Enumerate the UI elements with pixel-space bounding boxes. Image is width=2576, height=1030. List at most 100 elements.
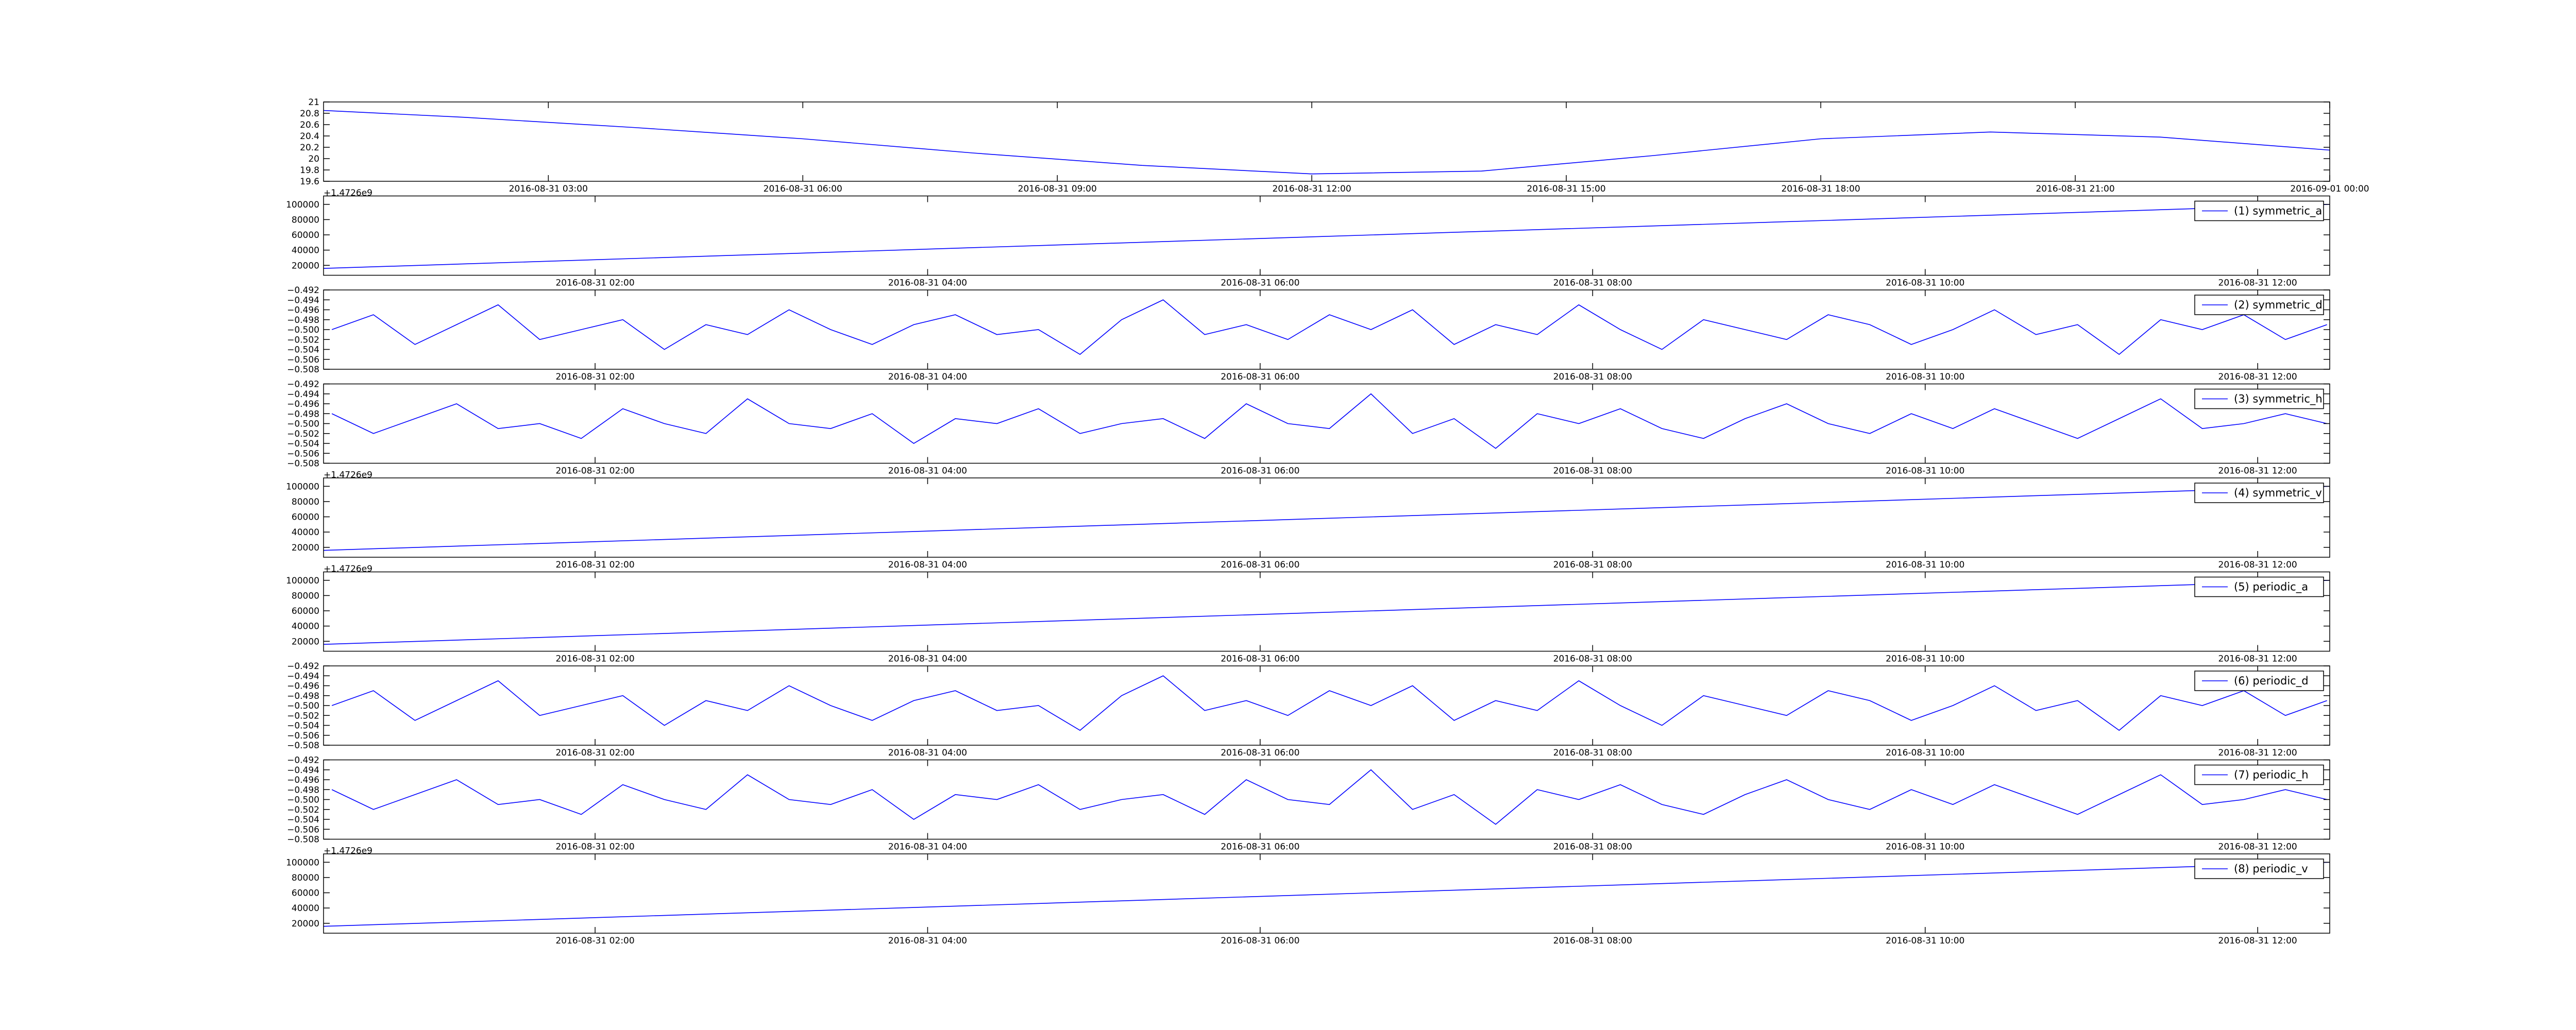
axes-frame xyxy=(323,289,2330,370)
x-tick-label: 2016-08-31 12:00 xyxy=(2218,278,2297,288)
offset-text: +1.4726e9 xyxy=(324,188,372,198)
y-tick-label: 40000 xyxy=(292,527,319,538)
legend: (2) symmetric_d xyxy=(2194,295,2324,315)
legend-label: (7) periodic_h xyxy=(2234,769,2309,782)
x-tick-label: 2016-08-31 02:00 xyxy=(555,748,634,758)
x-tick-label: 2016-08-31 12:00 xyxy=(1273,184,1351,194)
y-tick-label: −0.508 xyxy=(287,459,319,469)
x-tick-label: 2016-08-31 18:00 xyxy=(1781,184,1860,194)
y-tick-label: 20000 xyxy=(292,919,319,929)
y-tick-label: 40000 xyxy=(292,622,319,632)
offset-text: +1.4726e9 xyxy=(324,564,372,574)
offset-text: +1.4726e9 xyxy=(324,846,372,856)
x-tick-label: 2016-08-31 08:00 xyxy=(1553,842,1632,852)
y-tick-label: 100000 xyxy=(286,482,319,492)
y-tick-label: −0.504 xyxy=(287,815,319,825)
series-line xyxy=(323,110,2330,175)
y-tick-label: −0.498 xyxy=(287,785,319,795)
x-tick-label: 2016-08-31 12:00 xyxy=(2218,748,2297,758)
y-tick-label: −0.496 xyxy=(287,681,319,692)
series-line xyxy=(331,675,2327,731)
x-tick-label: 2016-08-31 06:00 xyxy=(764,184,842,194)
y-tick-label: 20000 xyxy=(292,637,319,647)
x-tick-label: 2016-08-31 02:00 xyxy=(555,842,634,852)
series-line xyxy=(323,579,2330,645)
x-tick-label: 2016-08-31 06:00 xyxy=(1221,560,1299,570)
legend: (8) periodic_v xyxy=(2194,859,2324,879)
y-tick-label: −0.494 xyxy=(287,671,319,681)
series-line xyxy=(323,862,2330,927)
x-tick-label: 2016-08-31 06:00 xyxy=(1221,748,1299,758)
x-tick-label: 2016-08-31 12:00 xyxy=(2218,654,2297,664)
legend: (3) symmetric_h xyxy=(2194,388,2324,409)
x-tick-label: 2016-08-31 06:00 xyxy=(1221,466,1299,476)
x-tick-label: 2016-08-31 08:00 xyxy=(1553,560,1632,570)
x-tick-label: 2016-08-31 04:00 xyxy=(888,936,967,946)
y-tick-label: 20.8 xyxy=(300,109,319,119)
series-line xyxy=(323,203,2330,269)
y-tick-label: −0.504 xyxy=(287,345,319,355)
subplot: −0.508−0.506−0.504−0.502−0.500−0.498−0.4… xyxy=(287,285,2330,382)
y-tick-label: −0.494 xyxy=(287,765,319,776)
legend-label: (2) symmetric_d xyxy=(2234,299,2323,312)
x-tick-label: 2016-08-31 03:00 xyxy=(509,184,588,194)
x-tick-label: 2016-08-31 21:00 xyxy=(2036,184,2114,194)
x-tick-label: 2016-08-31 10:00 xyxy=(1886,936,1964,946)
y-tick-label: −0.502 xyxy=(287,805,319,815)
x-tick-label: 2016-08-31 06:00 xyxy=(1221,936,1299,946)
x-tick-label: 2016-08-31 04:00 xyxy=(888,842,967,852)
y-tick-label: −0.506 xyxy=(287,731,319,741)
y-tick-label: −0.494 xyxy=(287,389,319,400)
subplot: −0.508−0.506−0.504−0.502−0.500−0.498−0.4… xyxy=(287,380,2330,480)
y-tick-label: −0.508 xyxy=(287,365,319,375)
legend-label: (5) periodic_a xyxy=(2234,581,2308,594)
legend: (5) periodic_a xyxy=(2194,576,2324,597)
series-line xyxy=(331,393,2327,449)
y-tick-label: −0.492 xyxy=(287,661,319,672)
legend-label: (4) symmetric_v xyxy=(2234,487,2322,500)
subplot: 20000 40000 60000 80000 100000 2016-08-31 02:… xyxy=(286,477,2330,574)
x-tick-label: 2016-08-31 12:00 xyxy=(2218,466,2297,476)
x-tick-label: 2016-08-31 12:00 xyxy=(2218,842,2297,852)
y-tick-label: −0.496 xyxy=(287,775,319,785)
x-tick-label: 2016-08-31 02:00 xyxy=(555,560,634,570)
offset-text: +1.4726e9 xyxy=(324,470,372,480)
y-tick-label: 20.4 xyxy=(300,131,319,142)
y-tick-label: −0.500 xyxy=(287,701,319,711)
y-tick-label: 80000 xyxy=(292,591,319,601)
legend: (7) periodic_h xyxy=(2194,764,2324,785)
x-tick-label: 2016-08-31 08:00 xyxy=(1553,466,1632,476)
x-tick-label: 2016-08-31 08:00 xyxy=(1553,278,1632,288)
subplot: 20000 40000 60000 80000 100000 2016-08-31 02:… xyxy=(286,853,2330,946)
legend: (1) symmetric_a xyxy=(2194,200,2324,221)
x-tick-label: 2016-08-31 08:00 xyxy=(1553,748,1632,758)
y-tick-label: −0.506 xyxy=(287,825,319,835)
legend: (4) symmetric_v xyxy=(2194,483,2324,503)
y-tick-label: 19.6 xyxy=(300,177,319,187)
axes-frame xyxy=(323,665,2330,746)
legend-label: (8) periodic_v xyxy=(2234,863,2308,876)
axes-frame xyxy=(323,759,2330,840)
axes-frame xyxy=(323,383,2330,464)
legend-label: (6) periodic_d xyxy=(2234,675,2309,688)
y-tick-label: 20 xyxy=(308,154,319,164)
y-tick-label: −0.506 xyxy=(287,449,319,459)
x-tick-label: 2016-09-01 00:00 xyxy=(2290,184,2369,194)
y-tick-label: 20.6 xyxy=(300,120,319,130)
y-tick-label: −0.500 xyxy=(287,419,319,430)
x-tick-label: 2016-08-31 12:00 xyxy=(2218,560,2297,570)
y-tick-label: −0.500 xyxy=(287,325,319,335)
x-tick-label: 2016-08-31 04:00 xyxy=(888,748,967,758)
x-tick-label: 2016-08-31 10:00 xyxy=(1886,278,1964,288)
y-tick-label: 40000 xyxy=(292,903,319,914)
x-tick-label: 2016-08-31 10:00 xyxy=(1886,372,1964,382)
x-tick-label: 2016-08-31 06:00 xyxy=(1221,278,1299,288)
x-tick-label: 2016-08-31 04:00 xyxy=(888,560,967,570)
x-tick-label: 2016-08-31 10:00 xyxy=(1886,560,1964,570)
x-tick-label: 2016-08-31 04:00 xyxy=(888,278,967,288)
x-tick-label: 2016-08-31 02:00 xyxy=(555,278,634,288)
y-tick-label: −0.496 xyxy=(287,399,319,409)
axes-frame xyxy=(323,571,2330,652)
x-tick-label: 2016-08-31 02:00 xyxy=(555,372,634,382)
subplot: 20000 40000 60000 80000 100000 2016-08-31 02:… xyxy=(286,571,2330,664)
